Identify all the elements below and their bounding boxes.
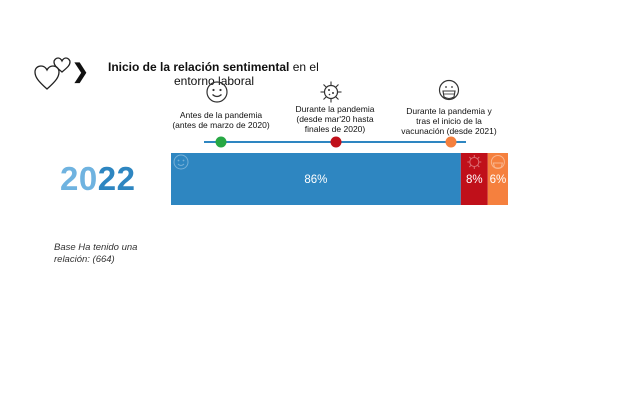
chart-title: Inicio de la relación sentimental en el … — [108, 60, 348, 88]
year-part-2: 22 — [97, 160, 136, 197]
title-bold: Inicio de la relación sentimental — [108, 60, 290, 74]
legend-dot-3 — [445, 136, 457, 148]
legend-line: Durante la pandemia y — [406, 106, 492, 116]
bar-segment-1 — [171, 153, 461, 205]
legend-line: finales de 2020) — [304, 124, 366, 134]
legend-line: Durante la pandemia — [295, 104, 375, 114]
legend-label-3: Durante la pandemia y tras el inicio de … — [389, 106, 509, 136]
title-line2: entorno laboral — [174, 74, 255, 88]
legend-line: vacunación (desde 2021) — [401, 126, 497, 136]
hearts-icon — [34, 57, 71, 90]
base-note: Base Ha tenido una relación: (664) — [54, 242, 138, 265]
year-label: 2022 — [60, 160, 135, 198]
year-part-1: 20 — [60, 160, 98, 197]
legend-dot-1 — [215, 136, 227, 148]
segment-smiley-icon — [173, 154, 189, 170]
data-label-3: 6% — [490, 174, 507, 186]
legend-dot-2 — [330, 136, 342, 148]
segment-mask-icon — [490, 155, 505, 169]
legend-line: Antes de la pandemia — [179, 110, 263, 120]
smiley-icon — [206, 81, 228, 103]
title-rest: en el — [289, 60, 319, 74]
segment-virus-icon — [467, 155, 482, 169]
data-label-1: 86% — [304, 174, 327, 186]
face-mask-icon — [438, 79, 460, 101]
legend-line: (desde mar'20 hasta — [296, 114, 374, 124]
legend-line: (antes de marzo de 2020) — [172, 120, 270, 130]
bar-segment-2 — [460, 153, 488, 205]
virus-icon — [320, 81, 342, 103]
legend-label-2: Durante la pandemia (desde mar'20 hasta … — [275, 104, 395, 134]
legend-label-1: Antes de la pandemia (antes de marzo de … — [161, 110, 281, 130]
legend-line: tras el inicio de la — [416, 116, 482, 126]
chevron-right-icon: ❯ — [72, 61, 89, 83]
data-label-2: 8% — [466, 174, 483, 186]
